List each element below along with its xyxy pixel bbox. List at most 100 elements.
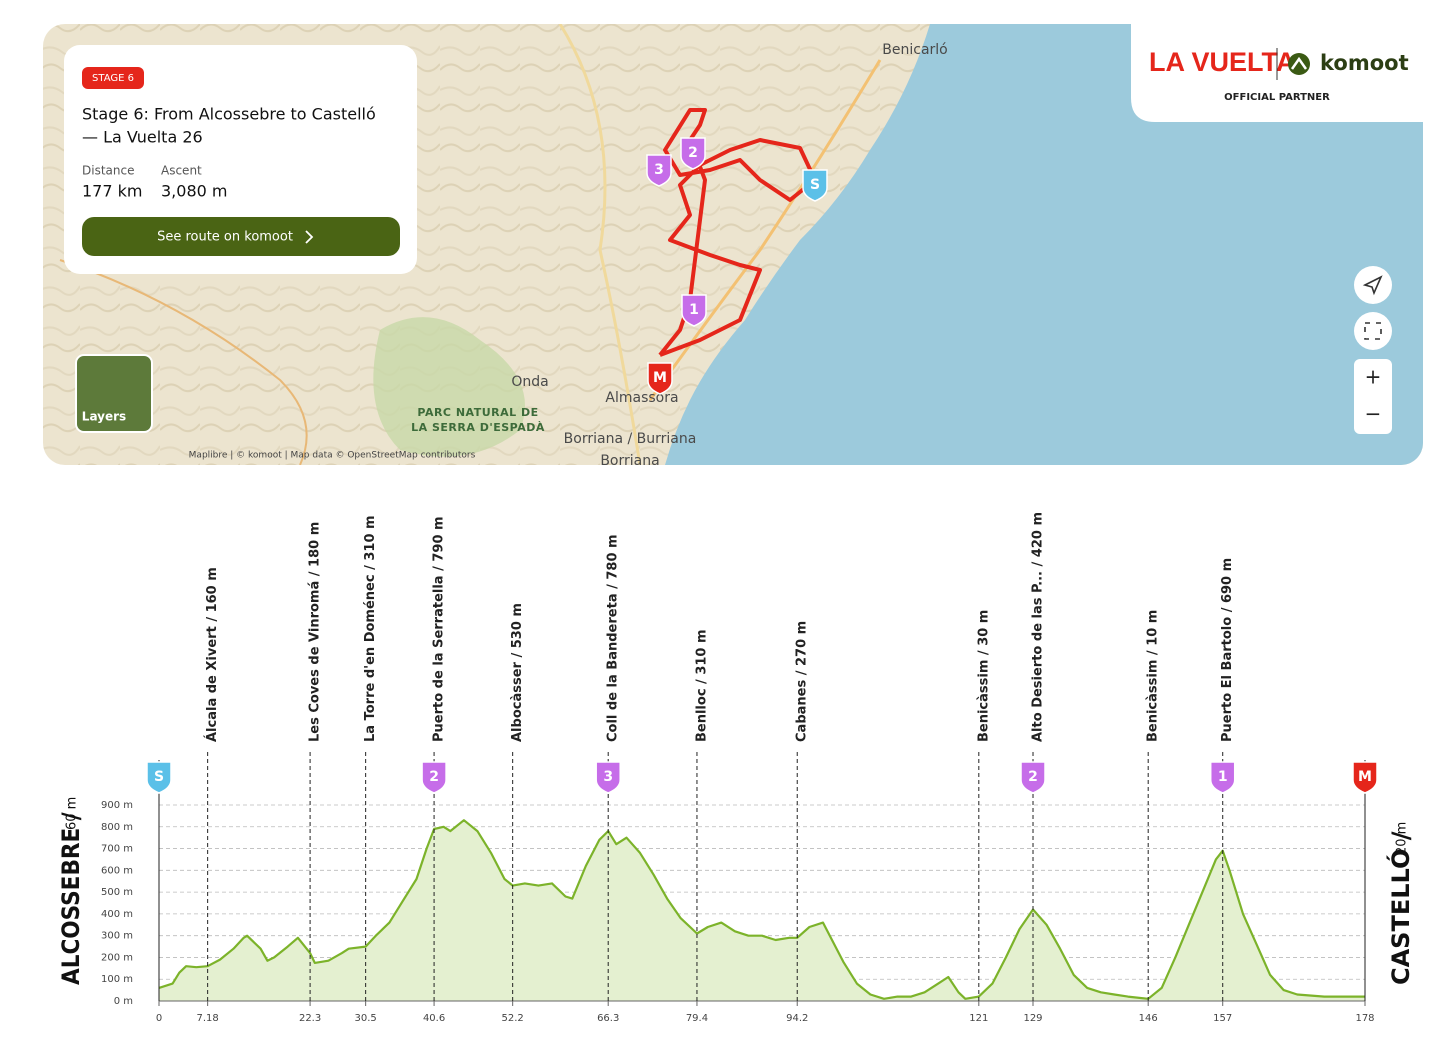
climb-marker: 2	[1020, 761, 1046, 794]
x-tick-label: 79.4	[686, 1013, 708, 1024]
komoot-icon-mark	[1290, 56, 1308, 70]
y-tick-label: 0 m	[114, 996, 133, 1007]
waypoint-label: Puerto El Bartolo / 690 m	[1220, 558, 1235, 742]
park-label: PARC NATURAL DE	[417, 406, 538, 419]
climb-marker-shield	[1020, 761, 1046, 794]
x-tick-label: 94.2	[786, 1013, 808, 1024]
place-label: Borriana	[600, 453, 659, 469]
attribution[interactable]: Maplibre | © komoot | Map data © OpenStr…	[189, 451, 476, 461]
climb-marker: 2	[421, 761, 447, 794]
waypoint-label: Alto Desierto de las P... / 420 m	[1031, 512, 1046, 742]
layers-label: Layers	[82, 410, 126, 424]
route-marker	[647, 362, 673, 395]
y-tick-label: 100 m	[101, 974, 133, 985]
y-tick-label: 800 m	[101, 822, 133, 833]
climb-marker-shield	[595, 761, 621, 794]
stage-badge-text: STAGE 6	[92, 73, 134, 84]
route-button[interactable]	[82, 217, 400, 256]
x-tick-label: 7.18	[197, 1013, 219, 1024]
x-tick-label: 30.5	[355, 1013, 377, 1024]
waypoint-label: Les Coves de Vinromá / 180 m	[308, 522, 323, 742]
climb-marker-shield-label: 3	[603, 769, 613, 785]
climb-marker: S	[146, 761, 172, 794]
y-tick-label: 600 m	[101, 865, 133, 876]
x-tick-label: 146	[1139, 1013, 1158, 1024]
sea	[665, 24, 1423, 465]
y-tick-label: 400 m	[101, 909, 133, 920]
x-tick-label: 52.2	[502, 1013, 524, 1024]
zoom-out[interactable]: −	[1365, 402, 1382, 426]
x-tick-label: 178	[1355, 1013, 1374, 1024]
route-marker-label: 1	[689, 302, 699, 318]
layers-button[interactable]	[75, 354, 153, 433]
climb-marker-shield-label: 2	[429, 769, 439, 785]
card-title: — La Vuelta 26	[82, 128, 203, 147]
climb-marker-shield-label: S	[154, 769, 164, 785]
stat-label: Ascent	[161, 164, 202, 178]
stat-value: 3,080 m	[161, 182, 227, 201]
place-label: Onda	[511, 374, 548, 390]
climb-marker-shield	[1352, 761, 1378, 794]
park-label: LA SERRA D'ESPADÀ	[411, 421, 545, 434]
climb-marker: M	[1352, 761, 1378, 794]
locate-button[interactable]	[1354, 266, 1392, 304]
start-name: ALCOSSEBRE /	[57, 812, 85, 985]
y-tick-label: 900 m	[101, 800, 133, 811]
x-tick-label: 157	[1213, 1013, 1232, 1024]
y-tick-label: 200 m	[101, 952, 133, 963]
place-label: Benicarló	[882, 42, 947, 58]
road	[648, 59, 882, 401]
climb-marker: 3	[595, 761, 621, 794]
park-area	[373, 317, 525, 457]
route-marker	[802, 169, 828, 202]
start-elevation: 60 m	[65, 797, 80, 830]
route-marker-label: M	[653, 370, 667, 386]
road	[558, 24, 642, 465]
route-marker-label: 3	[654, 162, 664, 178]
chevron	[305, 230, 314, 244]
elevation-line	[158, 819, 1365, 1000]
zoom-in[interactable]: +	[1365, 365, 1382, 389]
y-tick-label: 500 m	[101, 887, 133, 898]
climb-marker-shield-label: 1	[1218, 769, 1228, 785]
waypoint-label: Coll de la Bandereta / 780 m	[606, 534, 621, 742]
climb-marker: 1	[1209, 761, 1236, 794]
climb-marker-shield-label: 2	[1028, 769, 1038, 785]
stat-value: 177 km	[82, 182, 142, 201]
partner-note: OFFICIAL PARTNER	[1224, 92, 1330, 103]
finish-elevation: 20 m	[1395, 822, 1410, 855]
x-tick-label: 0	[156, 1013, 162, 1024]
info-card	[64, 45, 417, 274]
x-tick-label: 66.3	[597, 1013, 619, 1024]
elevation-profile: 0 m 100 m 200 m 300 m 400 m 500 m 600 m 700 m 80…	[101, 512, 1378, 1024]
waypoint-label: Benicàssim / 30 m	[976, 610, 991, 742]
locate-icon	[1362, 275, 1383, 296]
climb-marker-shield-label: M	[1358, 769, 1372, 785]
x-tick-label: 40.6	[423, 1013, 445, 1024]
zoom-control	[1354, 359, 1392, 434]
x-tick-label: 121	[969, 1013, 988, 1024]
route-marker	[646, 154, 672, 187]
finish-name: CASTELLÓ /	[1385, 831, 1415, 985]
card-title: Stage 6: From Alcossebre to Castelló	[82, 105, 376, 124]
waypoint-label: Benlloc / 310 m	[694, 629, 709, 742]
brand-logo: LA VUELTA	[1149, 47, 1295, 77]
climb-marker-shield	[1209, 761, 1236, 794]
waypoint-label: Álcala de Xivert / 160 m	[204, 567, 220, 742]
route-marker	[680, 137, 706, 170]
waypoint-label: La Torre d'en Doménec / 310 m	[363, 515, 378, 742]
route-button-text: See route on komoot	[157, 230, 293, 245]
partner-name: komoot	[1320, 51, 1409, 75]
waypoint-label: Cabanes / 270 m	[795, 621, 810, 742]
waypoint-label: Puerto de la Serratella / 790 m	[432, 516, 447, 742]
fit-button[interactable]	[1354, 312, 1392, 350]
y-tick-label: 300 m	[101, 931, 133, 942]
route-marker-label: S	[810, 177, 820, 193]
climb-marker-shield	[146, 761, 172, 794]
fit-icon	[1364, 322, 1382, 340]
y-tick-label: 700 m	[101, 844, 133, 855]
waypoint-label: Benicàssim / 10 m	[1146, 610, 1161, 742]
place-label: Borriana / Burriana	[564, 431, 697, 447]
x-tick-label: 129	[1023, 1013, 1042, 1024]
